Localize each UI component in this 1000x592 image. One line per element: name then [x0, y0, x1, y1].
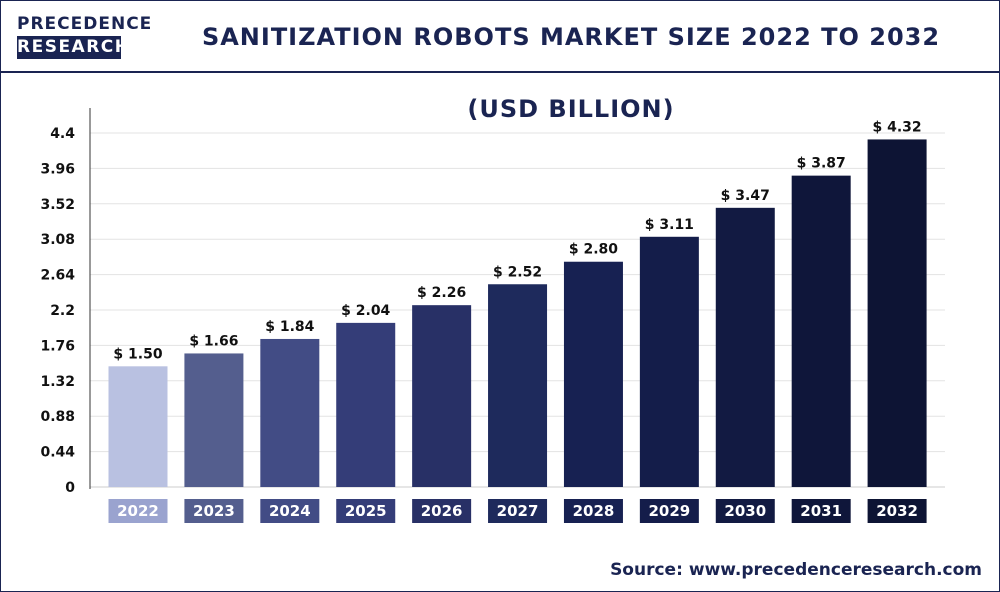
- y-tick-label: 0.44: [40, 445, 75, 461]
- value-label-2023: $ 1.66: [189, 333, 238, 349]
- y-tick-label: 3.08: [40, 232, 75, 248]
- category-box-2031: [791, 499, 851, 523]
- x-tick-label: 2027: [497, 502, 539, 520]
- y-tick-label: 3.52: [40, 197, 75, 213]
- category-box-2022: [108, 499, 168, 523]
- bars: [108, 139, 927, 487]
- y-tick-label: 1.32: [40, 374, 75, 390]
- category-box-2032: [867, 499, 927, 523]
- y-axis: 0 0.44 0.88 1.32 1.76 2.2 2.64 3.08 3.52 3.96 4.4: [40, 108, 91, 496]
- source-label: Source:: [610, 560, 683, 580]
- x-tick-label: 2031: [800, 502, 842, 520]
- value-label-2025: $ 2.04: [341, 303, 390, 319]
- y-tick-label: 2.64: [40, 268, 75, 284]
- y-tick-label: 0.88: [40, 409, 75, 425]
- category-box-2025: [336, 499, 396, 523]
- value-label-2022: $ 1.50: [113, 346, 162, 362]
- y-tick-label: 3.96: [40, 161, 75, 177]
- x-tick-label: 2032: [876, 502, 918, 520]
- y-tick-label: 0: [65, 480, 75, 496]
- value-label-2027: $ 2.52: [493, 264, 542, 280]
- chart-area: 0 0.44 0.88 1.32 1.76 2.2 2.64 3.08 3.52 3.96 4.4 …: [0, 72, 1000, 557]
- bar-2023: [184, 353, 244, 487]
- value-label-2030: $ 3.47: [721, 188, 770, 204]
- category-box-2026: [412, 499, 472, 523]
- bar-2024: [260, 338, 320, 487]
- category-box-2030: [715, 499, 775, 523]
- header: PRECEDENCE RESEARCH SANITIZATION ROBOTS …: [1, 1, 999, 123]
- bar-2027: [488, 284, 548, 487]
- category-box-2024: [260, 499, 320, 523]
- y-tick-label: 4.4: [50, 126, 75, 142]
- value-labels: $ 1.50 $ 1.66 $ 1.84 $ 2.04 $ 2.26 $ 2.52 $ 2.…: [113, 119, 921, 362]
- bar-2029: [639, 236, 699, 487]
- x-tick-label: 2026: [421, 502, 463, 520]
- source-line: Source: www.precedenceresearch.com: [610, 560, 982, 580]
- chart-title: SANITIZATION ROBOTS MARKET SIZE 2022 TO …: [201, 23, 941, 123]
- x-tick-label: 2022: [117, 502, 159, 520]
- bar-2025: [336, 322, 396, 487]
- bar-2030: [715, 207, 775, 487]
- category-box-2027: [488, 499, 548, 523]
- y-tick-label: 1.76: [40, 338, 75, 354]
- bar-2022: [108, 366, 168, 487]
- logo-bottom-text: RESEARCH: [17, 36, 131, 59]
- x-tick-label: 2025: [345, 502, 387, 520]
- value-label-2031: $ 3.87: [797, 156, 846, 172]
- source-url[interactable]: www.precedenceresearch.com: [688, 560, 982, 580]
- value-label-2024: $ 1.84: [265, 319, 314, 335]
- x-tick-label: 2029: [648, 502, 690, 520]
- bar-2031: [791, 175, 851, 487]
- logo-top-text: PRECEDENCE: [17, 14, 153, 34]
- value-label-2028: $ 2.80: [569, 242, 618, 258]
- bar-chart: 00.440.881.321.762.22.643.083.523.964.4 …: [40, 108, 945, 523]
- bar-2028: [563, 261, 623, 487]
- x-tick-label: 2030: [724, 502, 766, 520]
- x-tick-label: 2028: [573, 502, 615, 520]
- value-label-2032: $ 4.32: [873, 119, 922, 135]
- x-tick-label: 2024: [269, 502, 311, 520]
- category-box-2023: [184, 499, 244, 523]
- x-tick-label: 2023: [193, 502, 235, 520]
- y-tick-label: 2.2: [50, 303, 75, 319]
- category-box-2028: [563, 499, 623, 523]
- category-box-2029: [639, 499, 699, 523]
- value-label-2026: $ 2.26: [417, 285, 466, 301]
- bar-2032: [867, 139, 927, 487]
- x-axis-categories: 2022 2023 2024 2025 2026 2027 2028 2029 2030 2031…: [108, 499, 927, 523]
- value-label-2029: $ 3.11: [645, 217, 694, 233]
- bar-2026: [412, 305, 472, 487]
- precedence-research-logo: PRECEDENCE RESEARCH: [17, 13, 153, 59]
